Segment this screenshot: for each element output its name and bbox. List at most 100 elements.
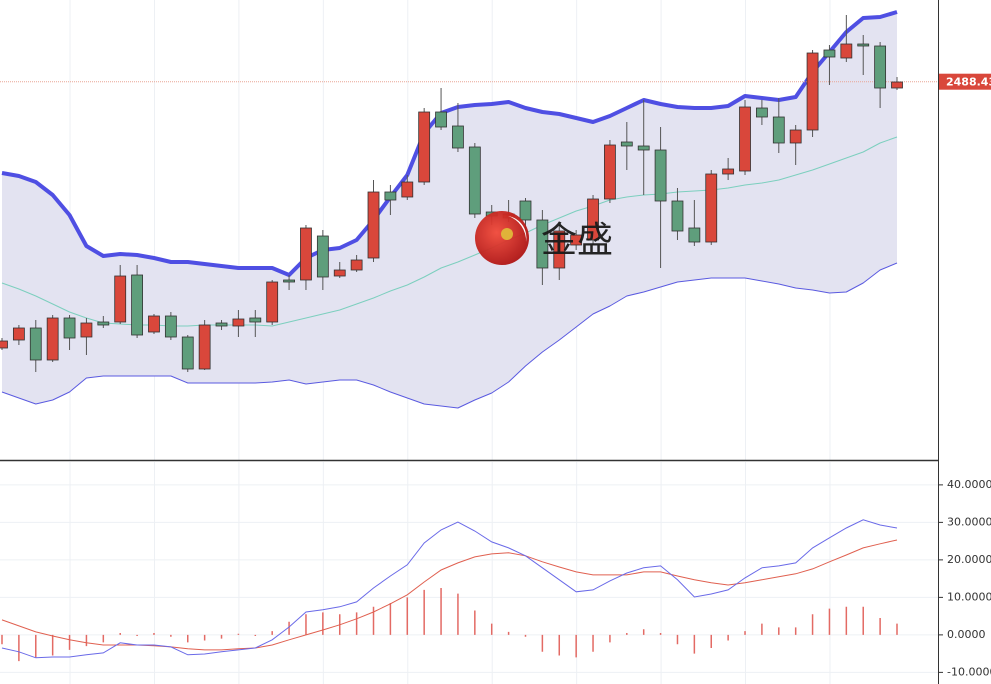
histogram-bar: [524, 634, 527, 637]
watermark: 金盛: [475, 211, 613, 265]
histogram-bar: [794, 627, 797, 635]
candle-body: [857, 43, 870, 47]
histogram-bar: [778, 627, 780, 635]
histogram-bar: [744, 631, 746, 635]
histogram-bar: [271, 631, 273, 635]
histogram-bar: [693, 634, 696, 654]
candle-body: [114, 275, 127, 323]
histogram-bar: [642, 629, 645, 635]
candle-body: [637, 145, 650, 151]
price-label: 2488.43: [946, 76, 991, 89]
candle-body: [688, 227, 701, 243]
candle-body: [722, 168, 735, 175]
band-upper: [1, 10, 898, 277]
candle-body: [232, 318, 245, 327]
logo: [475, 211, 529, 265]
histogram-bar: [828, 608, 831, 635]
histogram-bar: [220, 634, 223, 639]
price-label-box: [939, 73, 991, 90]
histogram-bar: [153, 633, 155, 635]
histogram-bar: [609, 634, 611, 643]
histogram-bar: [254, 634, 257, 636]
band-fill: [2, 12, 897, 408]
histogram-bar: [237, 633, 240, 635]
candle-body: [587, 198, 599, 241]
candle-body: [570, 234, 583, 246]
histogram-bar: [626, 633, 628, 635]
histogram-bar: [862, 606, 864, 635]
candle-body: [705, 173, 718, 243]
histogram-bar: [389, 603, 392, 635]
dea-line: [1, 539, 898, 651]
y-tick-label: 40.0000: [947, 478, 991, 491]
histogram-bar: [355, 612, 358, 635]
candle-body: [604, 144, 616, 200]
band-lower: [1, 262, 898, 409]
histogram-bar: [879, 618, 881, 635]
histogram-bar: [322, 612, 324, 635]
candle-body: [756, 107, 768, 118]
candle-body: [164, 315, 177, 338]
candle-body: [536, 219, 549, 269]
histogram-bar: [845, 606, 848, 635]
candle-body: [806, 52, 819, 131]
candle-body: [891, 81, 903, 89]
candle-body: [384, 191, 397, 201]
candle-body: [654, 149, 667, 202]
histogram-bar: [575, 634, 577, 658]
right-axis: 2488.43 40.0000 30.0000 20.0000 10.0000 0.000…: [938, 73, 991, 678]
histogram-bar: [423, 589, 425, 635]
histogram-bar: [170, 634, 172, 637]
candle-body: [131, 274, 143, 336]
candle-body: [283, 279, 295, 283]
histogram-bar: [811, 614, 814, 635]
candle-body: [12, 327, 25, 341]
candle-body: [739, 106, 751, 172]
logo-dot: [501, 228, 513, 240]
histogram-bar: [85, 634, 88, 647]
histogram-bar: [558, 634, 561, 656]
logo-swoosh: [508, 216, 527, 242]
candle-body: [789, 129, 802, 144]
histogram-bar: [136, 634, 138, 636]
candle-body: [840, 43, 853, 59]
histogram-bar: [18, 634, 20, 662]
histogram-bar: [372, 606, 375, 635]
dif-line: [1, 519, 898, 659]
candle-body: [63, 317, 76, 339]
candle-body: [671, 200, 684, 232]
price-pane: [0, 0, 938, 460]
y-tick-label: 0.0000: [947, 628, 986, 641]
y-tick-label: -10.0000: [947, 665, 991, 678]
candle-body: [350, 259, 363, 271]
histogram-bar: [102, 634, 105, 643]
candle-body: [874, 45, 887, 89]
histogram-bar: [35, 634, 37, 658]
candle-body: [148, 315, 160, 333]
histogram-bar: [51, 634, 54, 656]
candle-body: [181, 336, 194, 370]
histogram-bar: [474, 610, 476, 635]
candle-body: [215, 322, 228, 327]
candle-body: [46, 317, 59, 361]
candle-body: [553, 230, 566, 269]
candle-body: [367, 191, 380, 259]
histogram-bar: [203, 634, 206, 641]
histogram-bar: [406, 597, 409, 635]
candle-body: [198, 324, 211, 370]
histogram-bar: [187, 634, 189, 643]
histogram-bar: [710, 634, 712, 648]
histogram-bar: [440, 588, 442, 635]
histogram-bar: [305, 614, 307, 635]
candle-body: [468, 146, 481, 215]
histogram-bar: [119, 633, 121, 635]
candle-body: [316, 235, 329, 278]
histogram-bar: [592, 634, 594, 652]
candle-body: [418, 111, 431, 183]
histogram-bar: [68, 634, 71, 650]
histogram-bar: [541, 634, 544, 652]
histogram-bar: [761, 623, 763, 635]
y-tick-label: 20.0000: [947, 553, 991, 566]
histogram-bar: [457, 593, 459, 635]
